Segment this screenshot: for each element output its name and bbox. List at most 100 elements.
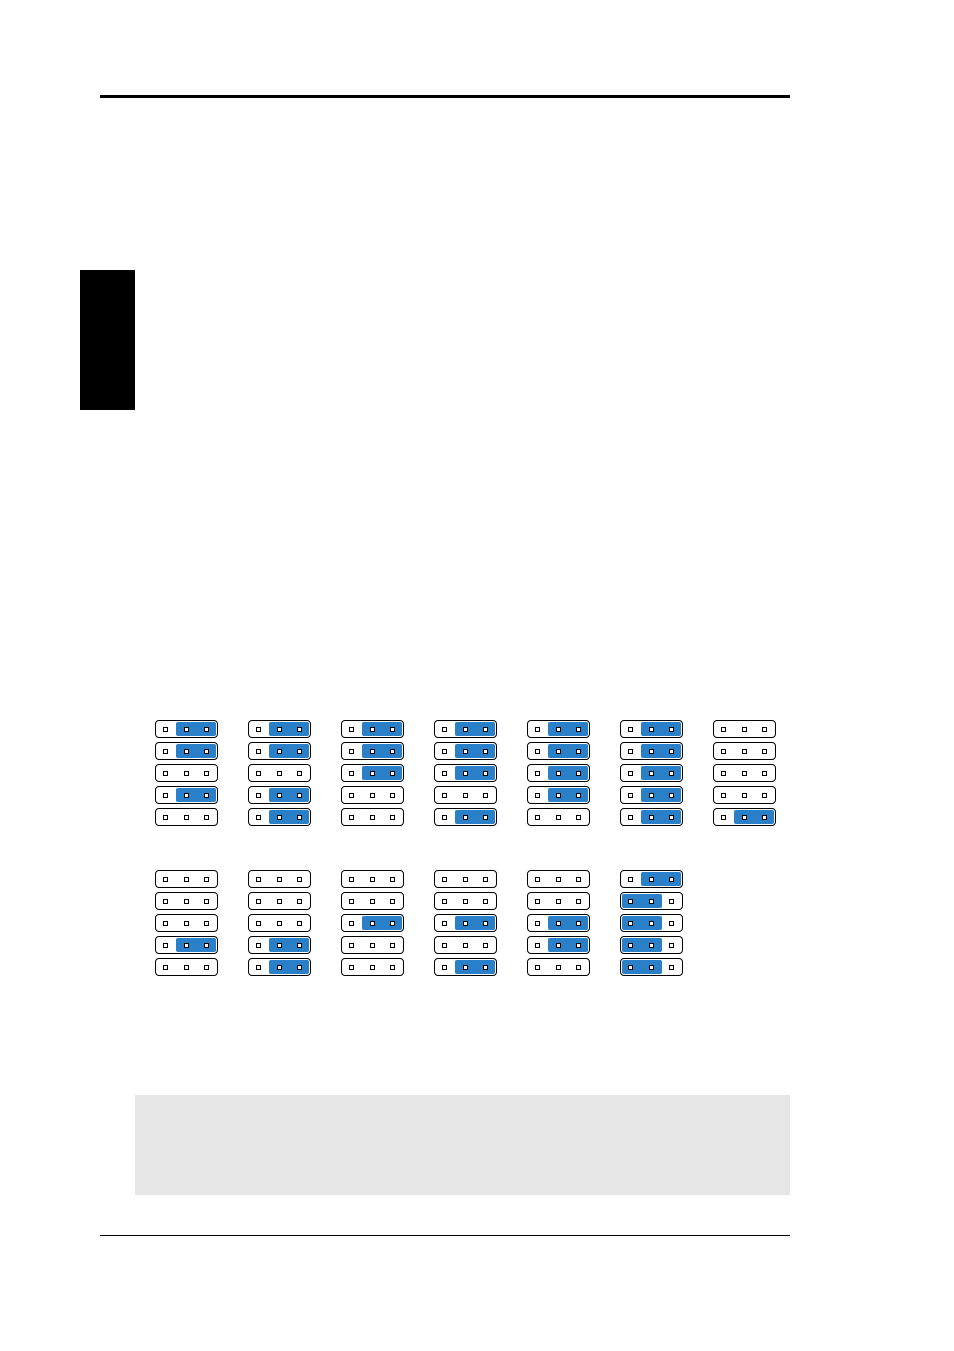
jumper-pin: [204, 943, 209, 948]
jumper-cap: [548, 744, 588, 758]
jumper-pin: [277, 943, 282, 948]
jumper-pin: [556, 921, 561, 926]
jumper-row: [434, 914, 497, 932]
jumper-pin: [556, 877, 561, 882]
jumper-pin: [204, 877, 209, 882]
jumper-cap: [362, 744, 402, 758]
jumper-row: [527, 742, 590, 760]
jumper-pin: [370, 771, 375, 776]
jumper-pin: [649, 899, 654, 904]
jumper-pin: [576, 815, 581, 820]
jumper-group: [155, 870, 218, 976]
jumper-cap: [548, 916, 588, 930]
jumper-pin: [576, 921, 581, 926]
jumper-row: [620, 808, 683, 826]
note-box: [135, 1095, 790, 1195]
jumper-pin: [463, 965, 468, 970]
jumper-pin: [556, 899, 561, 904]
jumper-group: [527, 720, 590, 826]
jumper-row: [248, 892, 311, 910]
jumper-pin: [442, 943, 447, 948]
jumper-pin: [442, 727, 447, 732]
jumper-cap: [641, 872, 681, 886]
jumper-pin: [762, 749, 767, 754]
jumper-group: [248, 720, 311, 826]
jumper-row: [155, 786, 218, 804]
jumper-pin: [442, 771, 447, 776]
jumper-pin: [442, 899, 447, 904]
jumper-pin: [442, 815, 447, 820]
jumper-row: [434, 892, 497, 910]
jumper-pin: [370, 727, 375, 732]
jumper-pin: [463, 793, 468, 798]
jumper-pin: [204, 815, 209, 820]
jumper-row: [713, 742, 776, 760]
jumper-pin: [349, 727, 354, 732]
jumper-pin: [535, 815, 540, 820]
jumper-pin: [204, 793, 209, 798]
jumper-row: [527, 808, 590, 826]
jumper-pin: [184, 749, 189, 754]
jumper-row: [155, 936, 218, 954]
jumper-cap: [362, 766, 402, 780]
jumper-pin: [628, 815, 633, 820]
jumper-pin: [628, 965, 633, 970]
rule-top: [100, 95, 790, 98]
jumper-row: [341, 742, 404, 760]
jumper-pin: [349, 793, 354, 798]
jumper-group: [434, 720, 497, 826]
jumper-pin: [390, 877, 395, 882]
jumper-pin: [277, 815, 282, 820]
jumper-cap: [269, 810, 309, 824]
jumper-pin: [163, 771, 168, 776]
jumper-pin: [483, 877, 488, 882]
jumper-row: [248, 936, 311, 954]
jumper-pin: [483, 793, 488, 798]
jumper-group: [434, 870, 497, 976]
jumper-pin: [370, 749, 375, 754]
jumper-cap: [269, 938, 309, 952]
jumper-pin: [535, 921, 540, 926]
jumper-row: [434, 936, 497, 954]
jumper-row: [248, 764, 311, 782]
jumper-pin: [463, 943, 468, 948]
jumper-pin: [556, 793, 561, 798]
jumper-pin: [576, 727, 581, 732]
jumper-row: [434, 742, 497, 760]
jumper-cap: [269, 722, 309, 736]
jumper-pin: [556, 815, 561, 820]
jumper-pin: [463, 727, 468, 732]
jumper-cap: [176, 788, 216, 802]
jumper-pin: [628, 727, 633, 732]
jumper-pin: [163, 921, 168, 926]
jumper-pin: [669, 793, 674, 798]
jumper-pin: [463, 877, 468, 882]
jumper-pin: [576, 943, 581, 948]
side-tab: [80, 270, 135, 410]
jumper-pin: [277, 965, 282, 970]
jumper-pin: [483, 727, 488, 732]
jumper-row: [248, 808, 311, 826]
jumper-pin: [742, 771, 747, 776]
jumper-cap: [641, 722, 681, 736]
jumper-pin: [535, 877, 540, 882]
jumper-row: [620, 892, 683, 910]
jumper-pin: [556, 965, 561, 970]
jumper-pin: [349, 943, 354, 948]
jumper-cap: [455, 744, 495, 758]
jumper-pin: [370, 899, 375, 904]
jumper-pin: [256, 771, 261, 776]
jumper-pin: [204, 921, 209, 926]
jumper-pin: [535, 965, 540, 970]
jumper-row: [527, 870, 590, 888]
jumper-group: [341, 870, 404, 976]
jumper-pin: [463, 771, 468, 776]
jumper-pin: [483, 921, 488, 926]
jumper-row: [155, 764, 218, 782]
jumper-pin: [297, 727, 302, 732]
jumper-pin: [669, 877, 674, 882]
jumper-pin: [163, 727, 168, 732]
jumper-pin: [256, 815, 261, 820]
jumper-pin: [762, 793, 767, 798]
jumper-pin: [297, 877, 302, 882]
